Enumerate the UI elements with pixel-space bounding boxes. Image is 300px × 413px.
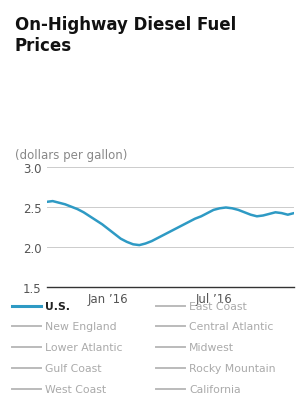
Text: (dollars per gallon): (dollars per gallon): [15, 149, 128, 161]
Text: Gulf Coast: Gulf Coast: [45, 363, 101, 373]
Text: On-Highway Diesel Fuel
Prices: On-Highway Diesel Fuel Prices: [15, 16, 236, 55]
Text: West Coast: West Coast: [45, 384, 106, 394]
Text: Midwest: Midwest: [189, 342, 234, 352]
Text: Lower Atlantic: Lower Atlantic: [45, 342, 122, 352]
Text: California: California: [189, 384, 241, 394]
Text: Central Atlantic: Central Atlantic: [189, 322, 273, 332]
Text: New England: New England: [45, 322, 117, 332]
Text: East Coast: East Coast: [189, 301, 247, 311]
Text: U.S.: U.S.: [45, 301, 70, 311]
Text: Rocky Mountain: Rocky Mountain: [189, 363, 275, 373]
